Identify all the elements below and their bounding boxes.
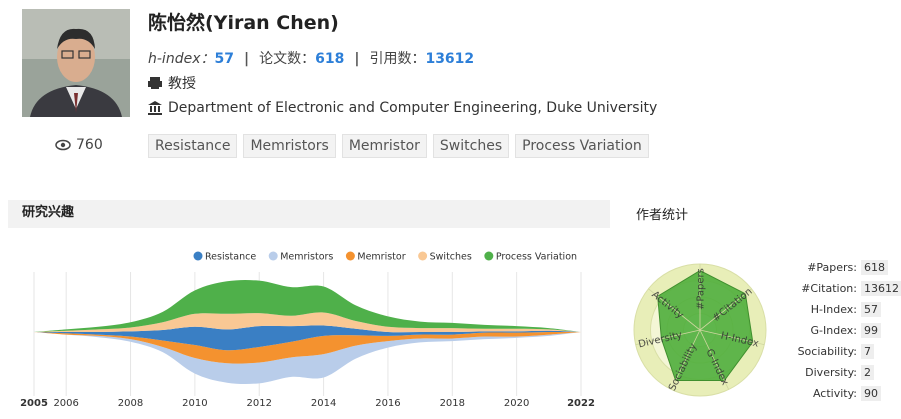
page: 陈怡然(Yiran Chen) h-index：57|论文数：618|引用数：1… (0, 0, 901, 419)
papers-value: 618 (315, 51, 344, 67)
legend-label: Switches (430, 252, 472, 263)
x-tick-label: 2006 (53, 398, 78, 409)
stat-label: #Papers: (807, 261, 857, 274)
stat-value: 90 (864, 387, 878, 400)
stat-label: Diversity: (805, 366, 857, 379)
x-tick-label: 2022 (567, 398, 595, 409)
legend-swatch (484, 252, 493, 261)
stat-label: Activity: (813, 387, 857, 400)
stat-value: 13612 (864, 282, 899, 295)
stat-label: H-Index: (811, 303, 857, 316)
stat-value: 618 (864, 261, 885, 274)
citations-value: 13612 (425, 51, 474, 67)
legend-label: Resistance (205, 252, 256, 263)
position: 教授 (168, 73, 196, 93)
h-index-label: h-index： (148, 51, 214, 67)
stat-value: 57 (864, 303, 878, 316)
h-index-value: 57 (214, 51, 233, 67)
x-tick-label: 2010 (182, 398, 207, 409)
x-tick-label: 2020 (504, 398, 529, 409)
x-tick-label: 2012 (247, 398, 272, 409)
x-tick-label: 2018 (440, 398, 465, 409)
eye-icon (55, 139, 71, 151)
views: 760 (55, 137, 103, 153)
legend-label: Process Variation (496, 252, 577, 263)
x-tick-label: 2005 (20, 398, 48, 409)
radar-chart: #Papers#CitationH-IndexG-IndexSociabilit… (620, 200, 901, 419)
stat-label: #Citation: (801, 282, 857, 295)
tag: Resistance (148, 134, 237, 158)
stat-value: 2 (864, 366, 871, 379)
position-icon (148, 76, 162, 90)
author-name: 陈怡然(Yiran Chen) (148, 8, 339, 35)
citations-label: 引用数： (369, 51, 425, 67)
metrics-line: h-index：57|论文数：618|引用数：13612 (148, 48, 474, 68)
position-row: 教授 (148, 73, 196, 93)
legend-swatch (346, 252, 355, 261)
streamgraph: 2005 2006 2008 2010 2012 2014 2016 2018 2020 2022… (8, 200, 610, 419)
avatar (22, 9, 130, 117)
legend-swatch (418, 252, 427, 261)
radar-axis-label: #Papers (696, 268, 707, 310)
legend-swatch (269, 252, 278, 261)
tag: Memristor (342, 134, 427, 158)
stat-label: G-Index: (811, 324, 857, 337)
legend-label: Memristor (357, 252, 405, 263)
tag: Memristors (243, 134, 335, 158)
x-tick-label: 2008 (118, 398, 143, 409)
stat-value: 7 (864, 345, 871, 358)
affiliation: Department of Electronic and Computer En… (168, 100, 657, 116)
stat-label: Sociability: (798, 345, 857, 358)
tag: Process Variation (515, 134, 649, 158)
papers-label: 论文数： (259, 51, 315, 67)
stat-value: 99 (864, 324, 878, 337)
affiliation-row: Department of Electronic and Computer En… (148, 100, 657, 116)
tag: Switches (433, 134, 509, 158)
x-tick-label: 2014 (311, 398, 336, 409)
views-count: 760 (76, 137, 103, 153)
legend-swatch (194, 252, 203, 261)
x-tick-label: 2016 (375, 398, 400, 409)
legend-label: Memristors (280, 252, 333, 263)
affiliation-icon (148, 101, 162, 115)
